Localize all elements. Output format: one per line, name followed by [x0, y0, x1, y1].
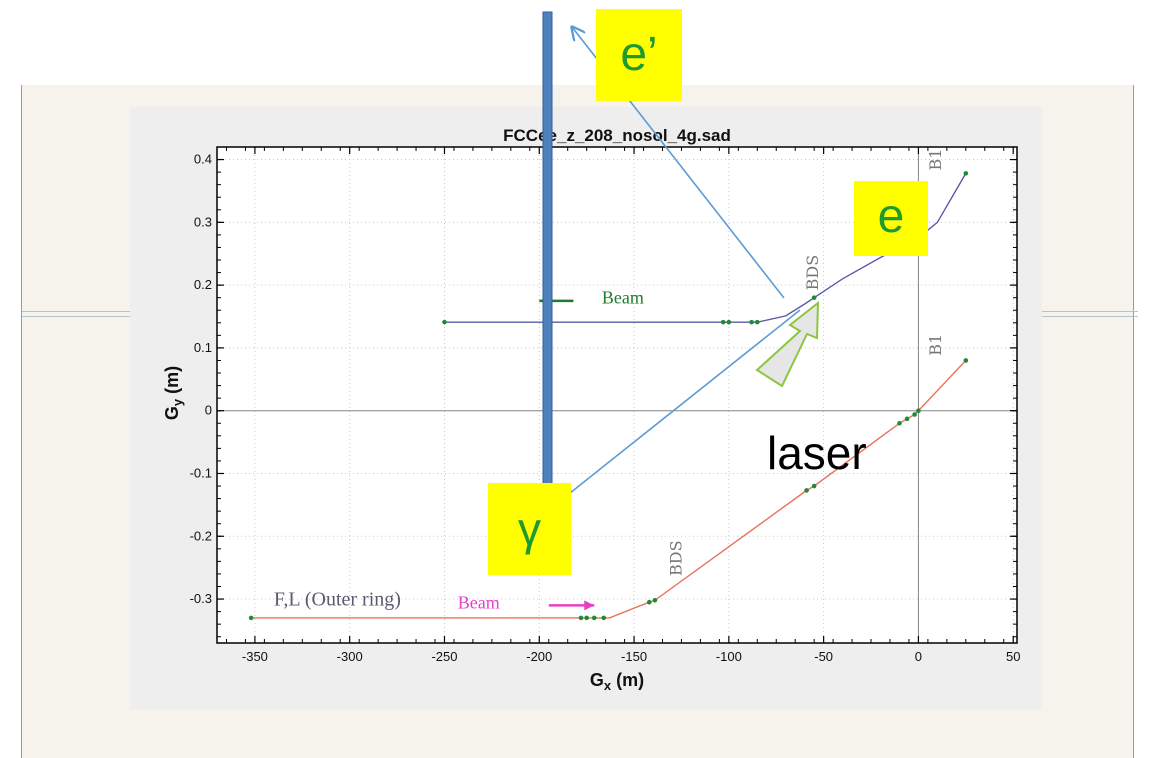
divider-left	[22, 311, 130, 317]
element-marker	[804, 488, 809, 493]
element-marker	[811, 295, 817, 300]
element-marker	[963, 171, 969, 176]
plot-frame	[216, 146, 1018, 644]
element-marker	[726, 319, 732, 325]
chart-title: FCCee_z_208_nosol_4g.sad	[503, 126, 731, 145]
laser-label: laser	[767, 427, 867, 479]
y-tick-label: -0.3	[190, 591, 212, 606]
element-marker	[749, 319, 754, 325]
electron-tag: e	[854, 181, 928, 256]
y-axis-label: Gy (m)	[162, 366, 185, 420]
gamma-tag: γ	[488, 483, 571, 575]
annotation-layer: BDS B1 BDS B1 Beam Beam F,L (Outer ring)	[274, 149, 945, 613]
gamma-line	[555, 309, 801, 505]
beam-label: Beam	[602, 287, 644, 307]
x-tick-label: 50	[1006, 649, 1020, 664]
beam-arrow-head	[584, 600, 595, 611]
divider-right	[1042, 311, 1138, 317]
element-marker	[578, 615, 584, 621]
element-marker	[646, 599, 652, 605]
annotation-1: B1	[926, 149, 945, 171]
element-marker	[584, 615, 589, 621]
element-marker	[897, 420, 902, 426]
y-tick-label: 0.2	[194, 277, 212, 292]
tick-layer: -350 -300 -250 -200 -150 -100 -50 0 50 0.4 0.3 0.2 0…	[190, 146, 1020, 664]
x-tick-label: -150	[621, 649, 647, 664]
element-marker	[442, 319, 447, 325]
beam-label: Beam	[458, 592, 500, 612]
x-tick-label: -50	[814, 649, 833, 664]
x-axis-label: Gx (m)	[590, 670, 644, 693]
annotation-0: BDS	[803, 255, 822, 291]
ring-label: F,L (Outer ring)	[274, 588, 401, 610]
element-marker	[591, 615, 597, 621]
y-tick-label: 0.4	[194, 152, 212, 167]
element-marker	[963, 358, 969, 363]
y-tick-label: -0.2	[190, 528, 212, 543]
laser-arrow	[755, 300, 820, 388]
scattered-electron-tag: e’	[596, 9, 682, 101]
y-tick-label: 0	[205, 403, 212, 418]
x-tick-label: 0	[915, 649, 922, 664]
y-tick-label: 0.1	[194, 340, 212, 355]
element-marker	[601, 615, 607, 621]
x-tick-label: -350	[242, 649, 268, 664]
annotation-2: BDS	[666, 540, 685, 576]
x-tick-label: -300	[337, 649, 363, 664]
element-marker	[916, 408, 921, 413]
x-tick-label: -100	[716, 649, 742, 664]
annotation-3: B1	[926, 334, 945, 356]
element-marker	[248, 615, 254, 621]
element-marker	[811, 483, 817, 489]
x-tick-label: -250	[431, 649, 457, 664]
element-marker	[904, 416, 910, 422]
marker-layer	[248, 171, 969, 621]
y-tick-label: -0.1	[190, 465, 212, 480]
x-tick-label: -200	[526, 649, 552, 664]
detector-bar	[542, 11, 553, 511]
element-marker	[754, 319, 760, 325]
element-marker	[652, 598, 658, 603]
element-marker	[912, 412, 917, 417]
element-marker	[720, 319, 726, 325]
y-tick-label: 0.3	[194, 214, 212, 229]
